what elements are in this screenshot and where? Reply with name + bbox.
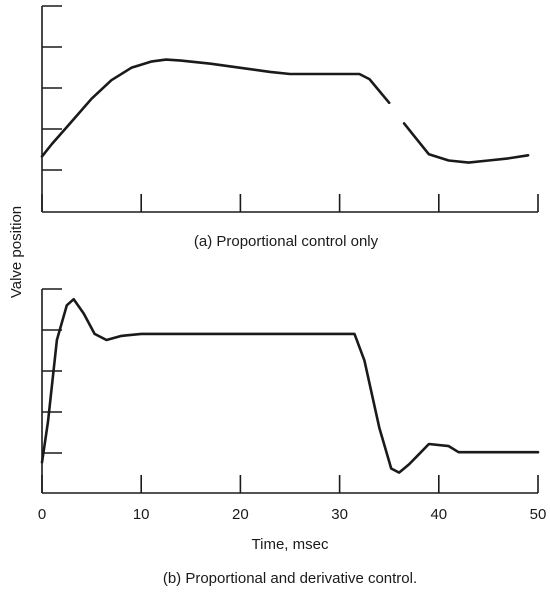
panel-a-series-line [40,58,391,158]
panel-b-curve [40,297,540,474]
panel-a-curve [40,58,530,164]
panel-a-x-ticks [41,194,539,212]
panel-b-x-tick-label: 50 [530,506,547,523]
panel-a-caption: (a) Proportional control only [194,233,379,250]
panel-b-series-line [40,297,540,474]
panel-a: (a) Proportional control only [40,5,539,250]
panel-b-x-tick-label: 30 [331,506,348,523]
panel-b-x-tick-label: 20 [232,506,249,523]
panel-b-y-ticks [42,288,62,454]
panel-b: 0 10 20 30 40 50 Time, msec (b) Proportional … [38,288,547,587]
panel-b-x-ticks: 0 10 20 30 40 50 [38,475,547,523]
panel-b-caption: (b) Proportional and derivative control. [163,570,417,587]
panel-b-x-tick-label: 0 [38,506,46,523]
panel-a-series-line [402,122,530,164]
panel-b-x-tick-label: 40 [430,506,447,523]
panel-b-x-axis-label: Time, msec [252,536,329,553]
panel-b-x-tick-label: 10 [133,506,150,523]
y-axis-label: Valve position [8,206,25,298]
panel-a-y-ticks [42,5,62,171]
